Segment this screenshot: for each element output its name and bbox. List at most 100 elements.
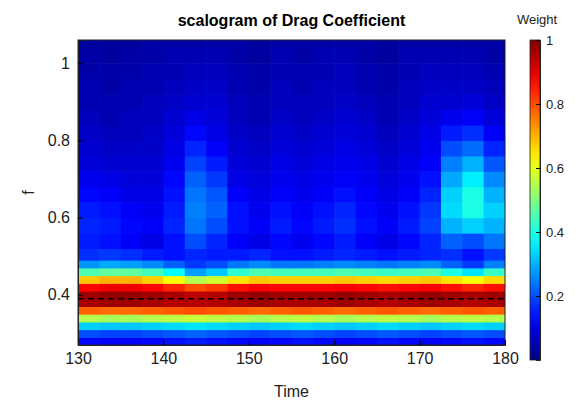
y-axis-title: f (20, 190, 37, 195)
colorbar-tick-label: 0.4 (546, 225, 564, 240)
heatmap-cell (313, 268, 335, 276)
heatmap-cell (292, 202, 314, 218)
heatmap-cell (78, 248, 100, 260)
heatmap-cell (420, 337, 442, 345)
heatmap-cell (484, 314, 505, 322)
heatmap-cell (334, 79, 356, 95)
heatmap-cell (484, 94, 505, 110)
x-tick-label: 170 (407, 350, 434, 367)
heatmap-cell (142, 260, 164, 268)
heatmap-cell (484, 330, 505, 338)
colorbar-tick: 1 (536, 33, 553, 48)
heatmap-cell (462, 171, 484, 187)
heatmap-cell (163, 260, 185, 268)
heatmap-cell (206, 140, 228, 156)
heatmap-cell (356, 314, 378, 322)
heatmap-cell (334, 187, 356, 203)
heatmap-cell (206, 187, 228, 203)
x-tick-mark (334, 340, 335, 345)
heatmap-cell (99, 109, 121, 125)
heatmap-cell (121, 94, 143, 110)
heatmap-cell (163, 299, 185, 307)
heatmap-cell (270, 233, 292, 249)
heatmap-cell (420, 140, 442, 156)
heatmap-cell (227, 283, 249, 291)
heatmap-cell (292, 322, 314, 330)
heatmap-cell (249, 268, 271, 276)
chart-title: scalogram of Drag Coefficient (178, 12, 406, 29)
heatmap-cell (163, 330, 185, 338)
heatmap-cell (270, 322, 292, 330)
heatmap-cell (398, 48, 420, 64)
heatmap-cell (334, 260, 356, 268)
heatmap-cell (441, 337, 463, 345)
heatmap-cell (185, 337, 207, 345)
heatmap-cell (206, 268, 228, 276)
heatmap-cell (227, 260, 249, 268)
heatmap-cell (78, 48, 100, 64)
heatmap-cell (163, 125, 185, 141)
heatmap-cell (313, 79, 335, 95)
heatmap-cell (356, 187, 378, 203)
x-tick-label: 160 (321, 350, 348, 367)
heatmap-cell (185, 94, 207, 110)
heatmap-cell (484, 156, 505, 172)
heatmap-cell (462, 202, 484, 218)
heatmap-cell (249, 248, 271, 260)
x-tick-label: 150 (236, 350, 263, 367)
x-tick-label: 140 (151, 350, 178, 367)
y-axis-line (79, 41, 84, 346)
heatmap-cell (206, 63, 228, 79)
heatmap-cell (462, 48, 484, 64)
heatmap-cell (121, 299, 143, 307)
heatmap-cell (99, 248, 121, 260)
y-tick-label: 0.4 (48, 286, 70, 303)
colorbar-tick: 0.8 (536, 97, 564, 112)
heatmap-cell (398, 283, 420, 291)
heatmap-cell (270, 283, 292, 291)
colorbar-tick-label: 0.2 (546, 289, 564, 304)
heatmap-cell (185, 283, 207, 291)
heatmap-cell (334, 48, 356, 64)
heatmap-cell (377, 218, 399, 234)
colorbar-tick-mark (536, 40, 540, 41)
x-tick: 170 (407, 340, 434, 367)
heatmap-cell (99, 260, 121, 268)
heatmap-cell (420, 233, 442, 249)
heatmap-cell (270, 79, 292, 95)
heatmap-cell (121, 322, 143, 330)
heatmap-cell (292, 140, 314, 156)
heatmap-cell (313, 322, 335, 330)
colorbar-tick-label: 0.6 (546, 161, 564, 176)
heatmap-cell (78, 330, 100, 338)
heatmap-cell (78, 314, 100, 322)
heatmap-cell (420, 276, 442, 284)
heatmap-cell (356, 140, 378, 156)
heatmap-cell (484, 268, 505, 276)
x-tick-label: 180 (492, 350, 519, 367)
heatmap-cell (99, 283, 121, 291)
heatmap-cell (462, 268, 484, 276)
heatmap-cell (356, 40, 378, 48)
heatmap-cell (249, 218, 271, 234)
heatmap-cell (398, 94, 420, 110)
heatmap-cell (313, 283, 335, 291)
heatmap-cell (441, 40, 463, 48)
heatmap-cell (121, 171, 143, 187)
x-axis: 130140150160170180 (65, 340, 519, 367)
heatmap-cell (249, 48, 271, 64)
heatmap-cell (227, 156, 249, 172)
heatmap-cell (377, 48, 399, 64)
heatmap-cell (163, 268, 185, 276)
heatmap-cell (292, 233, 314, 249)
heatmap-cell (484, 79, 505, 95)
heatmap-cell (398, 202, 420, 218)
heatmap-cell (441, 171, 463, 187)
heatmap-cell (441, 276, 463, 284)
heatmap-cell (121, 40, 143, 48)
heatmap-cell (292, 314, 314, 322)
heatmap-cell (121, 233, 143, 249)
heatmap-cell (420, 109, 442, 125)
heatmap-cell (270, 140, 292, 156)
heatmap-cell (313, 40, 335, 48)
